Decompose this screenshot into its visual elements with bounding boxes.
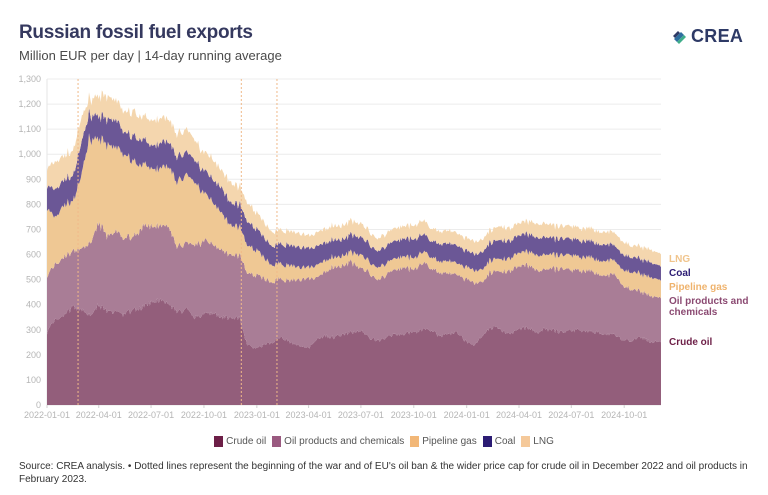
series-areas <box>47 90 661 405</box>
area-pipeline-gas <box>47 133 661 299</box>
area-coal <box>47 107 661 281</box>
x-tick-label: 2022-04-01 <box>76 410 122 420</box>
y-tick-label: 200 <box>26 350 41 360</box>
x-tick-label: 2023-10-01 <box>391 410 437 420</box>
y-tick-label: 700 <box>26 224 41 234</box>
chart-title: Russian fossil fuel exports <box>19 22 253 43</box>
end-label-line: chemicals <box>669 307 718 318</box>
crea-logo: CREA <box>672 26 743 47</box>
legend-label: LNG <box>533 436 554 447</box>
stacked-area-chart: 0 100 200 300 400 500 600 700 800 900 1,000 1,100 1,… <box>18 74 748 420</box>
y-tick-label: 1,100 <box>18 124 41 134</box>
area-oil-products-and-chemicals <box>47 221 661 349</box>
y-tick-label: 1,000 <box>18 149 41 159</box>
x-tick-label: 2022-10-01 <box>181 410 227 420</box>
source-note: Source: CREA analysis. • Dotted lines re… <box>19 461 748 485</box>
legend-swatch <box>214 436 224 447</box>
legend-item[interactable]: Oil products and chemicals <box>272 436 404 447</box>
y-tick-label: 1,300 <box>18 74 41 84</box>
end-labels: LNG Coal Pipeline gas Oil products and chemi… <box>669 254 748 348</box>
area-crude-oil <box>47 298 661 405</box>
end-label: LNG <box>669 254 690 265</box>
y-tick-label: 100 <box>26 375 41 385</box>
x-tick-label: 2023-01-01 <box>234 410 280 420</box>
legend-item[interactable]: Pipeline gas <box>410 436 477 447</box>
legend-item[interactable]: Crude oil <box>214 436 266 447</box>
end-label: Oil products and chemicals <box>669 296 748 318</box>
legend-item[interactable]: Coal <box>482 436 516 447</box>
y-tick-label: 400 <box>26 300 41 310</box>
crea-logo-icon <box>673 30 686 44</box>
legend-label: Crude oil <box>226 436 267 447</box>
x-tick-label: 2022-01-01 <box>24 410 70 420</box>
y-tick-label: 300 <box>26 325 41 335</box>
y-tick-label: 500 <box>26 275 41 285</box>
legend-label: Pipeline gas <box>422 436 477 447</box>
y-tick-label: 600 <box>26 250 41 260</box>
legend-swatch <box>272 436 282 447</box>
x-tick-label: 2022-07-01 <box>128 410 174 420</box>
x-tick-label: 2024-01-01 <box>444 410 490 420</box>
end-label: Crude oil <box>669 337 713 348</box>
legend-label: Oil products and chemicals <box>284 436 405 447</box>
end-label: Coal <box>669 268 691 279</box>
y-tick-label: 0 <box>36 400 41 410</box>
y-tick-label: 900 <box>26 174 41 184</box>
legend-item[interactable]: LNG <box>521 436 554 447</box>
x-tick-label: 2023-04-01 <box>286 410 332 420</box>
legend-label: Coal <box>494 436 516 447</box>
y-axis: 0 100 200 300 400 500 600 700 800 900 1,000 1,100 1,… <box>18 74 41 410</box>
legend-swatch <box>410 436 420 447</box>
x-tick-label: 2024-10-01 <box>601 410 647 420</box>
crea-logo-text: CREA <box>691 26 744 46</box>
y-tick-label: 1,200 <box>18 99 41 109</box>
x-tick-label: 2024-04-01 <box>496 410 542 420</box>
end-label: Pipeline gas <box>669 282 728 293</box>
legend-swatch <box>521 436 531 447</box>
legend-swatch <box>482 436 492 447</box>
area-lng <box>47 90 661 268</box>
legend: Crude oil Oil products and chemicals Pipel… <box>0 436 768 447</box>
end-label-line: Oil products and <box>669 296 748 307</box>
x-tick-label: 2024-07-01 <box>548 410 594 420</box>
x-axis: 2022-01-01 2022-04-01 2022-07-01 2022-10-01… <box>24 405 647 420</box>
chart-subtitle: Million EUR per day | 14-day running ave… <box>19 48 282 63</box>
y-tick-label: 800 <box>26 199 41 209</box>
x-tick-label: 2023-07-01 <box>338 410 384 420</box>
